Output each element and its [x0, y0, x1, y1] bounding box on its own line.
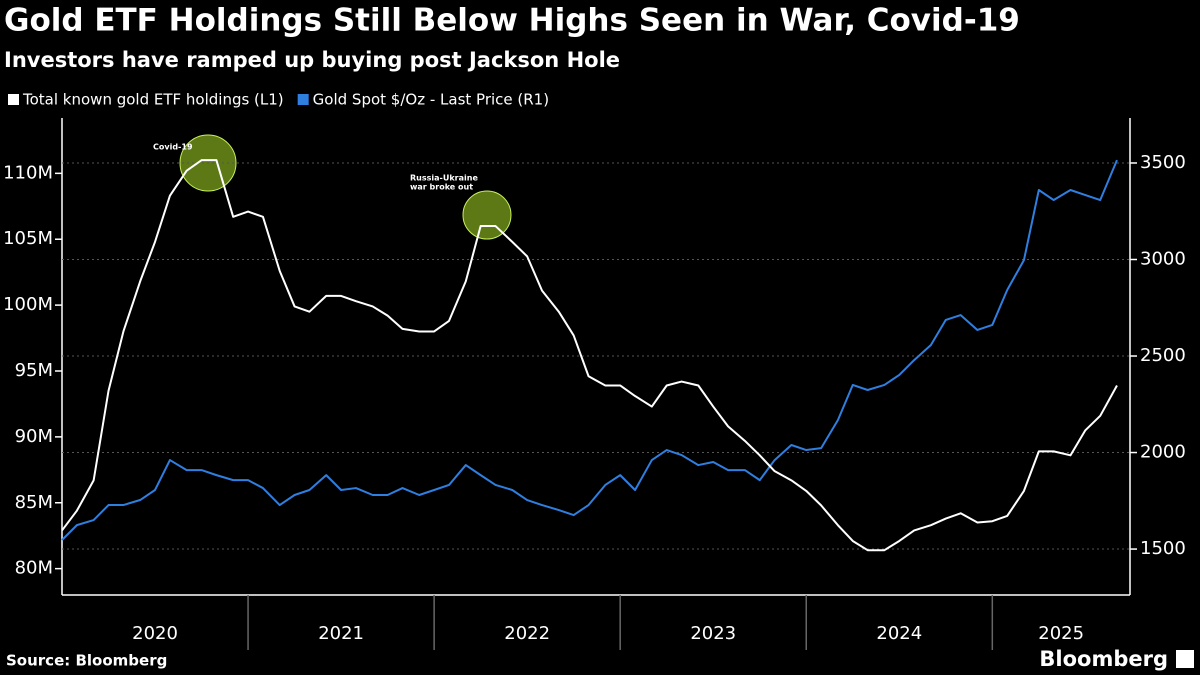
x-tick-label: 2021 [318, 623, 364, 644]
x-tick-label: 2025 [1038, 623, 1084, 644]
annotation: Covid-19 [153, 143, 193, 152]
y2-tick-label: 1500 [1140, 538, 1186, 559]
chart-title: Gold ETF Holdings Still Below Highs Seen… [4, 3, 1020, 39]
source: Source: Bloomberg [6, 652, 167, 670]
y2-tick-label: 3500 [1140, 152, 1186, 173]
y-tick-label: 100M [3, 294, 53, 315]
y-tick-label: 95M [15, 360, 53, 381]
brand-icon [1176, 650, 1194, 668]
y-tick-label: 105M [3, 228, 53, 249]
annotation: war broke out [410, 183, 473, 192]
y-tick-label: 110M [3, 162, 53, 183]
y2-tick-label: 3000 [1140, 248, 1186, 269]
annotation-circle [462, 190, 512, 240]
y-tick-label: 85M [15, 492, 53, 513]
brand: Bloomberg [1039, 647, 1168, 671]
legend: Total known gold ETF holdings (L1) Gold S… [8, 91, 549, 109]
legend-swatch [297, 94, 309, 105]
y2-tick-label: 2000 [1140, 442, 1186, 463]
y-tick-label: 90M [15, 426, 53, 447]
series-line [61, 159, 1118, 541]
x-tick-label: 2024 [876, 623, 922, 644]
series-line [61, 159, 1118, 552]
legend-label: Total known gold ETF holdings (L1) [22, 91, 284, 109]
x-tick-label: 2023 [690, 623, 736, 644]
x-tick-label: 2020 [132, 623, 178, 644]
y-tick-label: 80M [15, 558, 53, 579]
legend-label: Gold Spot $/Oz - Last Price (R1) [313, 91, 549, 109]
x-tick-label: 2022 [504, 623, 550, 644]
y2-tick-label: 2500 [1140, 345, 1186, 366]
chart-subtitle: Investors have ramped up buying post Jac… [4, 48, 620, 72]
annotation: Russia-Ukraine [410, 174, 478, 183]
legend-swatch [8, 94, 19, 105]
